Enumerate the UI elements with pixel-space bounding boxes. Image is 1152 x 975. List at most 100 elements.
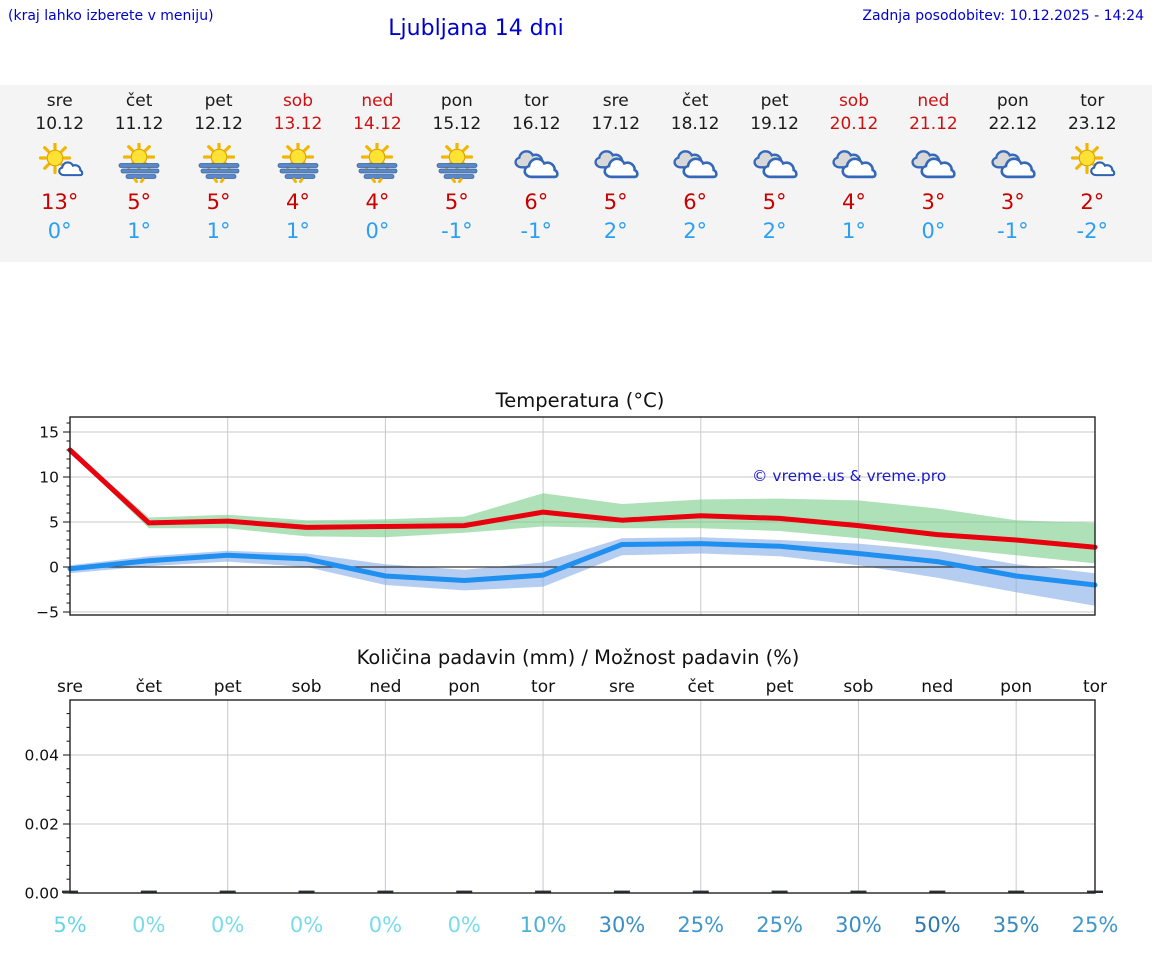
clouds-icon	[671, 142, 719, 184]
day-name: sre	[46, 91, 73, 111]
day-date: 10.12	[35, 114, 85, 134]
temp-ytick-label: 5	[49, 514, 59, 532]
precip-probability-label: 25%	[756, 913, 803, 937]
temperature-chart: Temperatura (°C) −5 0 5 10 15 © vreme.us & vre…	[36, 389, 1098, 622]
low-temperature: 2°	[603, 219, 628, 243]
precip-chart-title: Količina padavin (mm) / Možnost padavin …	[357, 646, 800, 669]
clouds-icon	[909, 142, 957, 184]
precip-probability-label: 0%	[211, 913, 244, 937]
low-temperature: -1°	[997, 219, 1029, 243]
day-name: čet	[125, 91, 153, 111]
page-title: Ljubljana 14 dni	[388, 16, 564, 41]
low-temperature: -2°	[1076, 219, 1108, 243]
day-date: 21.12	[909, 114, 958, 134]
precip-day-label: sob	[843, 677, 873, 697]
precip-day-label: sre	[609, 677, 635, 697]
precip-probability-label: 10%	[520, 913, 567, 937]
day-date: 16.12	[511, 114, 561, 134]
day-name: tor	[524, 91, 549, 111]
precip-day-label: pon	[448, 677, 480, 697]
precip-day-label: pon	[1000, 677, 1032, 697]
precip-day-label: pet	[766, 677, 794, 697]
precip-probability-label: 30%	[835, 913, 882, 937]
forecast-day-column: tor 23.12 2° -2°	[1053, 85, 1132, 262]
temp-ytick-label: −5	[36, 604, 59, 622]
precip-probability-label: 5%	[53, 913, 86, 937]
low-temperature: 2°	[683, 219, 708, 243]
precip-day-label: tor	[1083, 677, 1107, 697]
sun-fog-icon	[433, 142, 481, 184]
high-temperature: 3°	[921, 190, 946, 214]
precip-probability-label: 50%	[914, 913, 961, 937]
low-temperature: 2°	[762, 219, 787, 243]
low-temperature: 1°	[127, 219, 152, 243]
low-temperature: 1°	[842, 219, 866, 243]
forecast-day-column: sob 20.12 4° 1°	[814, 85, 893, 262]
precip-day-label: čet	[688, 677, 715, 697]
day-name: pon	[996, 91, 1029, 111]
day-date: 18.12	[670, 114, 720, 134]
high-temperature: 4°	[842, 190, 866, 214]
precip-probability-label: 30%	[599, 913, 646, 937]
high-temperature: 4°	[365, 190, 390, 214]
day-date: 12.12	[194, 114, 243, 134]
day-date: 15.12	[432, 114, 482, 134]
precip-bar	[219, 890, 236, 893]
forecast-day-column: pet 12.12 5° 1°	[179, 85, 258, 262]
precip-ytick-label: 0.00	[24, 885, 59, 903]
location-menu-hint[interactable]: (kraj lahko izberete v meniju)	[8, 8, 214, 24]
day-name: sre	[602, 91, 629, 111]
max-temperature-line	[67, 447, 1098, 550]
high-temperature: 6°	[524, 190, 549, 214]
temp-chart-title: Temperatura (°C)	[495, 389, 665, 412]
forecast-day-column: sre 17.12 5° 2°	[576, 85, 655, 262]
precip-probability-label: 25%	[1072, 913, 1119, 937]
temp-ytick-label: 0	[49, 559, 59, 577]
low-temperature: 1°	[206, 219, 231, 243]
precip-day-label: ned	[369, 677, 401, 697]
forecast-day-column: tor 16.12 6° -1°	[497, 85, 576, 262]
temp-ytick-label: 10	[39, 469, 59, 487]
low-temperature: -1°	[520, 219, 552, 243]
high-temperature: 5°	[127, 190, 152, 214]
high-temperature: 6°	[683, 190, 708, 214]
day-name: čet	[681, 91, 709, 111]
forecast-strip: sre 10.12 13° 0° čet 11.12 5° 1° pet 12.…	[0, 85, 1152, 262]
day-name: pet	[760, 91, 789, 111]
precip-bar	[535, 890, 552, 893]
precip-day-label: sre	[57, 677, 83, 697]
precip-day-label: ned	[921, 677, 953, 697]
day-date: 11.12	[114, 114, 164, 134]
precip-probability-label: 0%	[290, 913, 323, 937]
day-name: ned	[917, 91, 950, 111]
clouds-icon	[592, 142, 640, 184]
clouds-icon	[989, 142, 1037, 184]
day-date: 17.12	[591, 114, 641, 134]
low-temperature: 0°	[47, 219, 72, 243]
precip-probability-label: 35%	[993, 913, 1040, 937]
precip-bar	[613, 890, 630, 893]
precip-probability-label: 0%	[132, 913, 165, 937]
forecast-day-column: čet 11.12 5° 1°	[99, 85, 178, 262]
min-temperature-band	[70, 537, 1095, 606]
precip-day-label: tor	[531, 677, 555, 697]
precip-bar	[929, 890, 946, 893]
precip-bar	[771, 890, 788, 893]
precip-ytick-label: 0.04	[24, 747, 59, 765]
forecast-day-column: čet 18.12 6° 2°	[655, 85, 734, 262]
precip-bar	[140, 890, 157, 893]
sun-fog-icon	[274, 142, 322, 184]
high-temperature: 4°	[286, 190, 310, 214]
high-temperature: 2°	[1080, 190, 1105, 214]
precip-day-label: čet	[136, 677, 163, 697]
precip-bar	[377, 890, 394, 893]
low-temperature: 1°	[286, 219, 310, 243]
clouds-icon	[751, 142, 799, 184]
last-update-label: Zadnja posodobitev: 10.12.2025 - 14:24	[862, 8, 1144, 24]
precip-bar	[298, 890, 315, 893]
forecast-day-column: pet 19.12 5° 2°	[735, 85, 814, 262]
precip-ytick-label: 0.02	[24, 816, 59, 834]
forecast-day-column: ned 14.12 4° 0°	[338, 85, 417, 262]
low-temperature: -1°	[441, 219, 473, 243]
